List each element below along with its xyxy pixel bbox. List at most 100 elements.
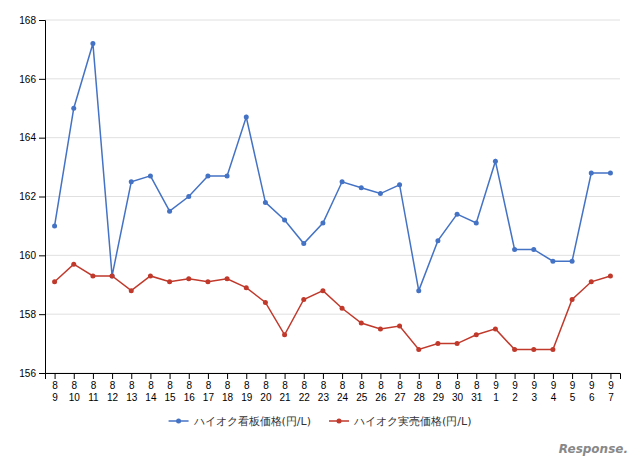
tick: 89 bbox=[52, 373, 58, 403]
tick: 94 bbox=[551, 373, 557, 403]
point bbox=[531, 347, 536, 352]
tick-mark bbox=[553, 373, 554, 379]
tick: 160 bbox=[19, 250, 45, 261]
point bbox=[167, 279, 172, 284]
tick-mark bbox=[323, 373, 324, 379]
point bbox=[493, 159, 498, 164]
point bbox=[90, 41, 95, 46]
point bbox=[435, 238, 440, 243]
tick-mark bbox=[476, 373, 477, 379]
point bbox=[340, 179, 345, 184]
tick-label: 828 bbox=[414, 380, 426, 403]
legend-label: ハイオク実売価格(円/L) bbox=[353, 415, 471, 428]
point bbox=[110, 273, 115, 278]
tick-label: 820 bbox=[260, 380, 272, 403]
tick-label: 158 bbox=[19, 309, 36, 320]
tick-label: 827 bbox=[395, 380, 407, 403]
tick-mark bbox=[342, 373, 343, 379]
point bbox=[225, 276, 230, 281]
tick: 824 bbox=[337, 373, 349, 403]
point bbox=[435, 341, 440, 346]
point bbox=[282, 332, 287, 337]
point bbox=[378, 191, 383, 196]
tick: 818 bbox=[222, 373, 234, 403]
point bbox=[320, 220, 325, 225]
tick-mark bbox=[39, 20, 45, 21]
tick-label: 168 bbox=[19, 15, 36, 26]
axis-line bbox=[46, 374, 621, 380]
tick-label: 825 bbox=[356, 380, 368, 403]
point bbox=[493, 326, 498, 331]
tick: 168 bbox=[19, 15, 45, 26]
tick-label: 826 bbox=[375, 380, 387, 403]
point bbox=[52, 279, 57, 284]
tick: 158 bbox=[19, 309, 45, 320]
point bbox=[244, 115, 249, 120]
tick: 816 bbox=[184, 373, 196, 403]
tick-mark bbox=[419, 373, 420, 379]
tick: 826 bbox=[375, 373, 387, 403]
tick-label: 823 bbox=[318, 380, 330, 403]
tick: 828 bbox=[414, 373, 426, 403]
tick-mark bbox=[361, 373, 362, 379]
tick: 830 bbox=[452, 373, 464, 403]
tick-mark bbox=[74, 373, 75, 379]
point bbox=[148, 173, 153, 178]
tick: 821 bbox=[280, 373, 292, 403]
point bbox=[301, 241, 306, 246]
point bbox=[186, 194, 191, 199]
grid-line bbox=[45, 137, 620, 138]
tick-label: 829 bbox=[433, 380, 445, 403]
tick-mark bbox=[39, 373, 45, 374]
plot: 1561581601621641661688981081181281381481… bbox=[19, 15, 620, 403]
tick-mark bbox=[400, 373, 401, 379]
tick-label: 821 bbox=[280, 380, 292, 403]
tick: 97 bbox=[608, 373, 614, 403]
tick-label: 813 bbox=[126, 380, 138, 403]
line bbox=[55, 44, 611, 291]
point bbox=[512, 247, 517, 252]
point bbox=[263, 300, 268, 305]
tick-mark bbox=[515, 373, 516, 379]
tick-mark bbox=[39, 314, 45, 315]
tick: 162 bbox=[19, 191, 45, 202]
legend-marker bbox=[176, 419, 181, 424]
tick: 829 bbox=[433, 373, 445, 403]
tick-mark bbox=[380, 373, 381, 379]
point bbox=[90, 273, 95, 278]
tick-label: 92 bbox=[512, 380, 518, 403]
tick-label: 817 bbox=[203, 380, 215, 403]
tick-mark bbox=[610, 373, 611, 379]
tick-mark bbox=[93, 373, 94, 379]
point bbox=[148, 273, 153, 278]
tick-mark bbox=[189, 373, 190, 379]
tick-mark bbox=[438, 373, 439, 379]
x-axis: 8981081181281381481581681781881982082182… bbox=[46, 373, 621, 403]
tick-mark bbox=[495, 373, 496, 379]
point bbox=[225, 173, 230, 178]
point bbox=[455, 341, 460, 346]
line bbox=[55, 264, 611, 349]
point bbox=[340, 306, 345, 311]
point bbox=[589, 279, 594, 284]
tick-label: 89 bbox=[52, 380, 58, 403]
tick-mark bbox=[246, 373, 247, 379]
point bbox=[474, 332, 479, 337]
annotation: Response. bbox=[559, 442, 628, 456]
tick-label: 830 bbox=[452, 380, 464, 403]
tick-mark bbox=[591, 373, 592, 379]
tick: 825 bbox=[356, 373, 368, 403]
tick: 819 bbox=[241, 373, 253, 403]
tick: 95 bbox=[570, 373, 576, 403]
y-axis: 156158160162164166168 bbox=[19, 15, 45, 379]
point bbox=[550, 347, 555, 352]
tick-label: 93 bbox=[531, 380, 537, 403]
tick-mark bbox=[304, 373, 305, 379]
tick-mark bbox=[131, 373, 132, 379]
tick: 164 bbox=[19, 132, 45, 143]
point bbox=[608, 170, 613, 175]
tick: 93 bbox=[531, 373, 537, 403]
tick-label: 816 bbox=[184, 380, 196, 403]
point bbox=[397, 323, 402, 328]
point bbox=[378, 326, 383, 331]
